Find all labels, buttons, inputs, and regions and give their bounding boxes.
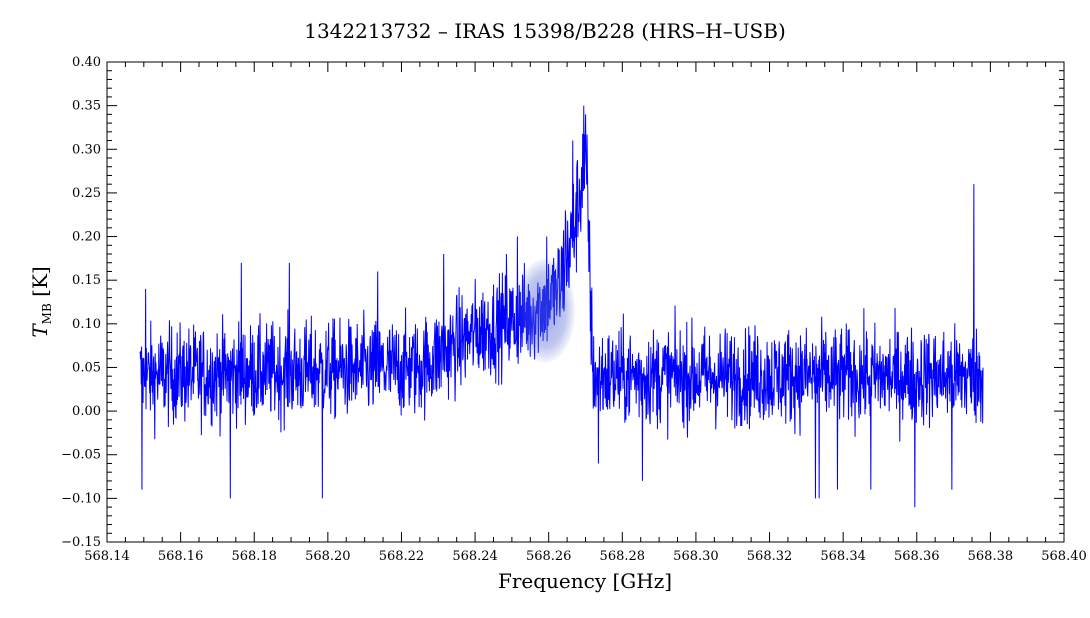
y-axis-label-sub: MB	[40, 303, 54, 324]
y-axis-label: TMB [K]	[28, 266, 54, 337]
y-tick-label: 0.30	[72, 142, 101, 157]
axis-ticks	[106, 61, 1065, 543]
highlight-marker	[515, 258, 576, 363]
y-tick-label: 0.25	[72, 186, 101, 201]
y-axis-label-unit: [K]	[28, 266, 52, 303]
y-tick-label: −0.15	[61, 535, 101, 550]
y-tick-label: −0.10	[61, 491, 101, 506]
y-tick-label: 0.20	[72, 230, 101, 245]
x-tick-label: 568.30	[673, 549, 719, 564]
x-tick-labels: 568.14 568.16 568.18 568.20 568.22 568.24 568.…	[84, 549, 1087, 564]
y-tick-label: 0.40	[72, 55, 101, 70]
x-tick-label: 568.28	[600, 549, 646, 564]
y-tick-label: 0.15	[72, 273, 101, 288]
x-tick-label: 568.40	[1041, 549, 1087, 564]
x-tick-label: 568.20	[305, 549, 351, 564]
x-tick-label: 568.34	[820, 549, 866, 564]
x-tick-label: 568.38	[968, 549, 1014, 564]
y-axis-label-main: T	[28, 323, 52, 338]
x-tick-label: 568.24	[452, 549, 498, 564]
y-tick-labels: −0.15 −0.10 −0.05 0.00 0.05 0.10 0.15 0.20 0.25 0…	[61, 55, 101, 550]
x-tick-label: 568.18	[231, 549, 277, 564]
y-tick-label: −0.05	[61, 448, 101, 463]
x-tick-label: 568.22	[379, 549, 425, 564]
x-tick-label: 568.16	[158, 549, 204, 564]
y-tick-label: 0.10	[72, 317, 101, 332]
y-tick-label: 0.00	[72, 404, 101, 419]
y-tick-label: 0.35	[72, 99, 101, 114]
x-tick-label: 568.14	[84, 549, 130, 564]
chart-title: 1342213732 – IRAS 15398/B228 (HRS–H–USB)	[304, 19, 786, 43]
x-tick-label: 568.32	[747, 549, 793, 564]
x-tick-label: 568.26	[526, 549, 572, 564]
x-axis-label: Frequency [GHz]	[498, 569, 672, 593]
y-tick-label: 0.05	[72, 360, 101, 375]
x-tick-label: 568.36	[894, 549, 940, 564]
